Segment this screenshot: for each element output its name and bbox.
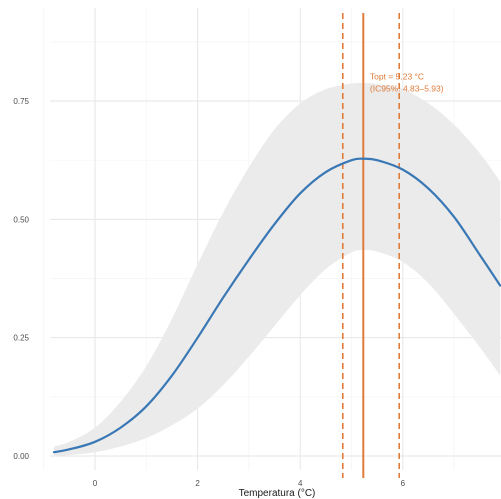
x-axis-title: Temperatura (°C) <box>239 488 316 499</box>
topt-annotation: Topt = 5.23 °C <box>370 72 424 82</box>
y-tick-label: 0.75 <box>13 97 29 106</box>
annotations-layer: Topt = 5.23 °C (IC95%: 4.83–5.93) <box>370 72 444 94</box>
tick-labels-layer: 0 2 4 6 0.00 0.25 0.50 0.75 <box>13 97 405 488</box>
y-tick-label: 0.50 <box>13 215 29 224</box>
fitted-curve-layer <box>52 157 501 454</box>
optimum-lines-layer <box>341 13 401 478</box>
confidence-band <box>53 82 501 457</box>
confidence-band-layer <box>53 82 501 457</box>
y-tick-label: 0.25 <box>13 334 29 343</box>
x-tick-label: 4 <box>298 479 303 488</box>
x-tick-label: 6 <box>401 479 406 488</box>
x-tick-label: 0 <box>93 479 98 488</box>
x-tick-label: 2 <box>195 479 200 488</box>
y-tick-label: 0.00 <box>13 452 29 461</box>
fitted-curve <box>52 157 501 454</box>
topt-annotation: (IC95%: 4.83–5.93) <box>370 84 444 94</box>
